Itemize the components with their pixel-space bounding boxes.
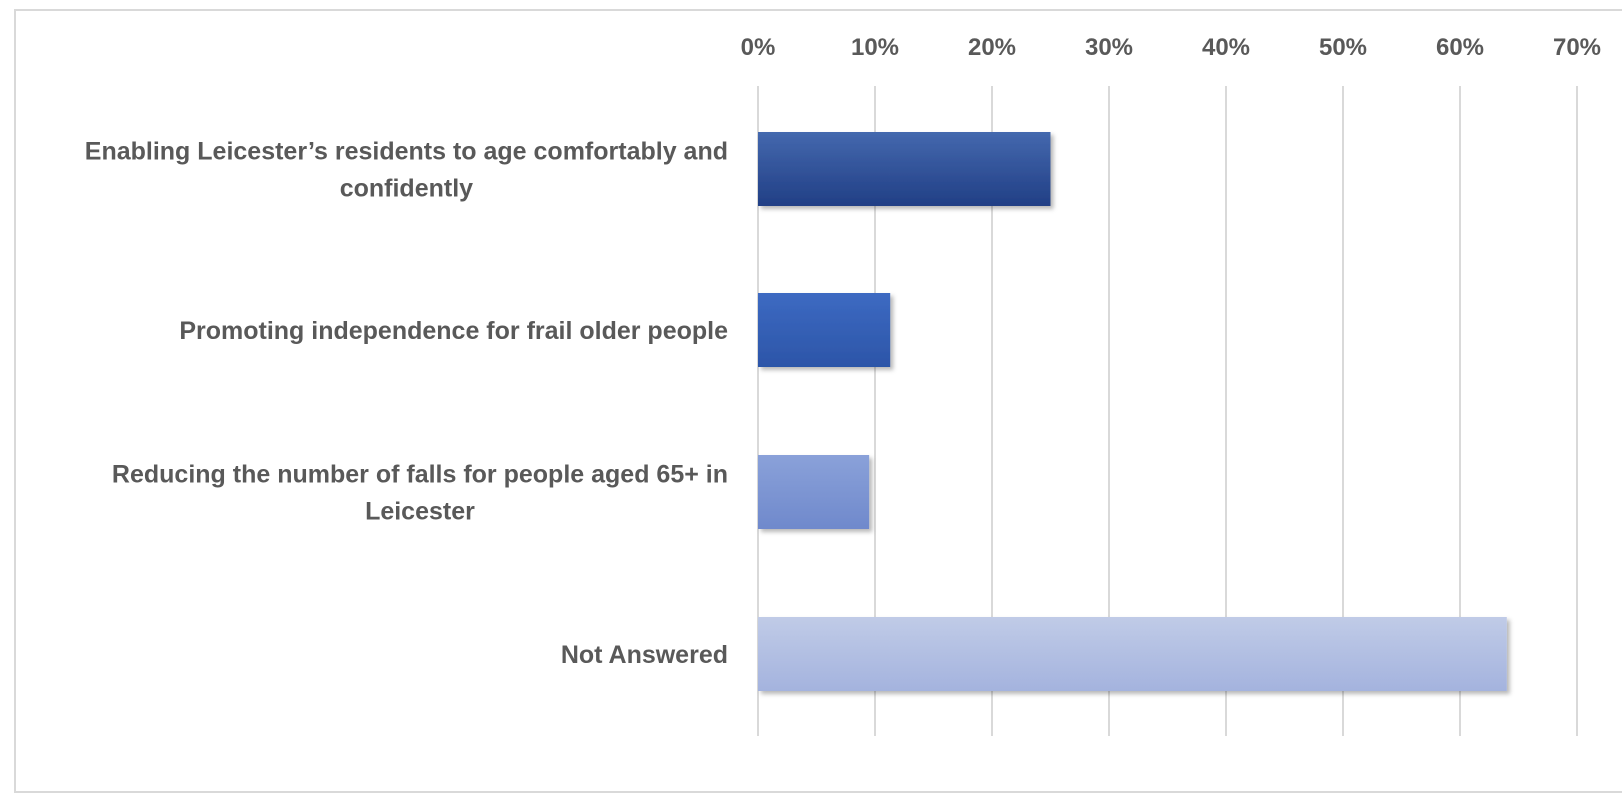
- x-tick-label: 50%: [1319, 34, 1367, 61]
- x-axis-ticks: 0% 10% 20% 30% 40% 50% 60% 70%: [741, 34, 1601, 61]
- category-label: Enabling Leicester’s residents to age co…: [85, 138, 728, 203]
- bars: [758, 132, 1507, 691]
- x-tick-label: 20%: [968, 34, 1016, 61]
- category-label: Not Answered: [561, 641, 728, 669]
- bar: [758, 132, 1051, 206]
- x-tick-label: 0%: [741, 34, 776, 61]
- x-tick-label: 10%: [851, 34, 899, 61]
- bar: [758, 293, 891, 367]
- category-labels: Enabling Leicester’s residents to age co…: [85, 138, 728, 670]
- x-tick-label: 60%: [1436, 34, 1484, 61]
- category-label: Reducing the number of falls for people …: [112, 461, 728, 526]
- bar: [758, 617, 1507, 691]
- bar-chart: 0% 10% 20% 30% 40% 50% 60% 70% Enabling Leicest…: [85, 34, 1601, 736]
- x-tick-label: 70%: [1553, 34, 1601, 61]
- category-label: Promoting independence for frail older p…: [179, 317, 728, 345]
- x-tick-label: 40%: [1202, 34, 1250, 61]
- x-tick-label: 30%: [1085, 34, 1133, 61]
- bar: [758, 455, 870, 529]
